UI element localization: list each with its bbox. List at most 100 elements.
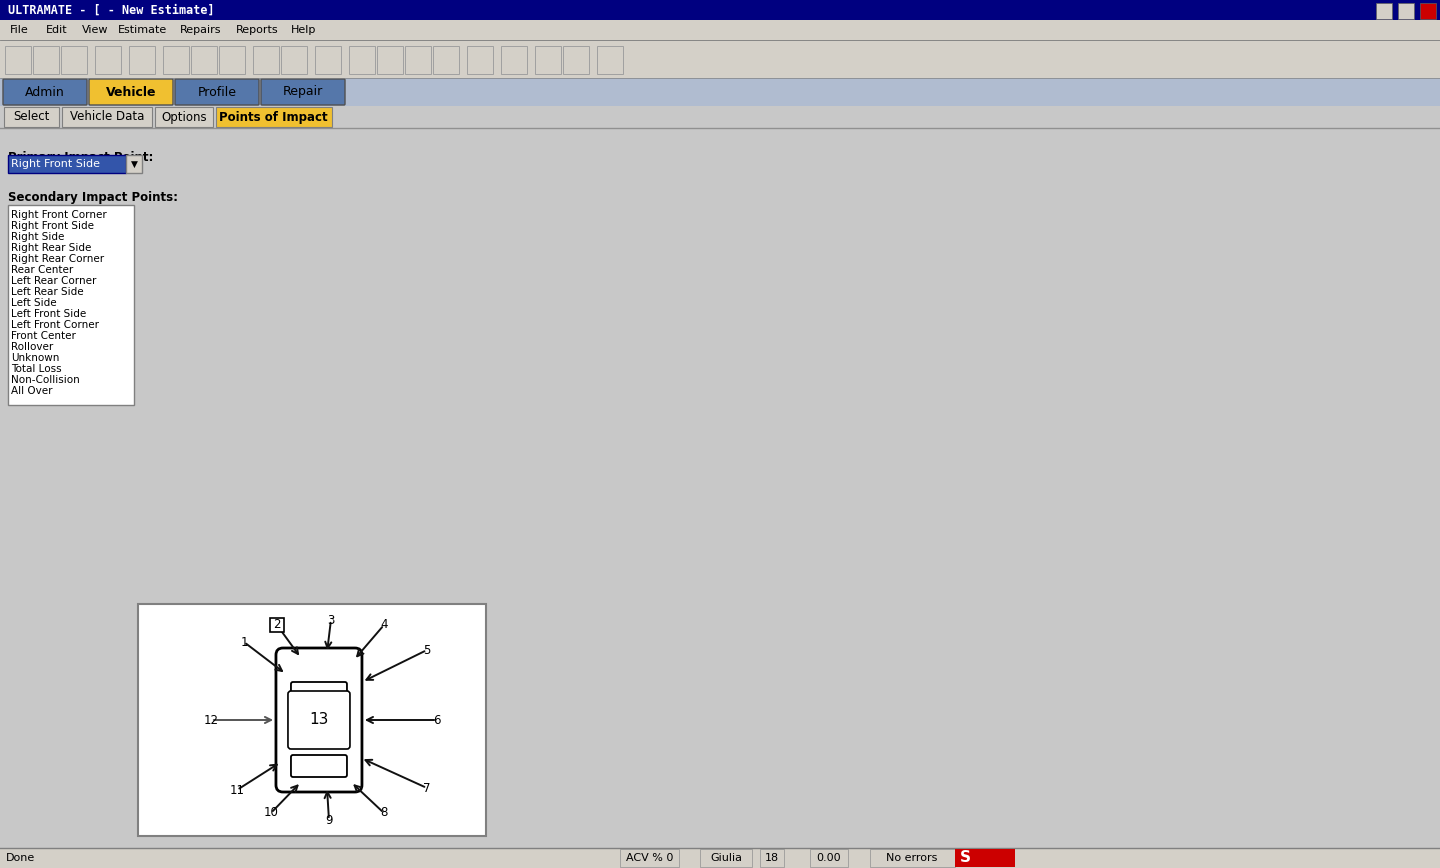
- FancyBboxPatch shape: [291, 682, 347, 706]
- Text: Unknown: Unknown: [12, 353, 59, 363]
- Bar: [281, 46, 307, 74]
- Bar: [377, 46, 403, 74]
- Text: 0.00: 0.00: [816, 853, 841, 863]
- Bar: [192, 46, 217, 74]
- Bar: [9, 155, 127, 173]
- Bar: [870, 849, 955, 867]
- Text: Right Front Corner: Right Front Corner: [12, 210, 107, 220]
- Text: Right Front Side: Right Front Side: [12, 221, 94, 231]
- FancyBboxPatch shape: [288, 691, 350, 749]
- Text: Vehicle: Vehicle: [105, 86, 157, 98]
- Text: 7: 7: [423, 781, 431, 794]
- Text: 1: 1: [240, 635, 248, 648]
- Bar: [809, 849, 848, 867]
- Bar: [62, 107, 153, 127]
- Text: Non-Collision: Non-Collision: [12, 375, 79, 385]
- Text: Left Front Corner: Left Front Corner: [12, 320, 99, 330]
- Bar: [0, 848, 1440, 868]
- Text: Left Rear Corner: Left Rear Corner: [12, 276, 96, 286]
- Text: Left Rear Side: Left Rear Side: [12, 287, 84, 297]
- Text: 4: 4: [380, 619, 387, 632]
- FancyBboxPatch shape: [261, 79, 346, 105]
- Bar: [536, 46, 562, 74]
- Text: Primary Impact Point:: Primary Impact Point:: [9, 151, 154, 164]
- Text: All Over: All Over: [12, 386, 52, 396]
- Bar: [9, 205, 134, 405]
- Text: 8: 8: [380, 806, 387, 819]
- Bar: [1420, 3, 1436, 19]
- Text: ACV % 0: ACV % 0: [626, 853, 672, 863]
- FancyBboxPatch shape: [276, 648, 361, 792]
- Text: Right Rear Corner: Right Rear Corner: [12, 254, 104, 264]
- Text: Right Front Side: Right Front Side: [12, 159, 99, 169]
- Bar: [130, 46, 156, 74]
- Bar: [598, 46, 624, 74]
- Bar: [0, 20, 1440, 40]
- Bar: [348, 46, 374, 74]
- Text: Done: Done: [6, 853, 35, 863]
- Text: Right Rear Side: Right Rear Side: [12, 243, 91, 253]
- Text: 10: 10: [264, 806, 278, 819]
- Bar: [955, 849, 1015, 867]
- Text: Reports: Reports: [236, 25, 278, 35]
- Text: View: View: [82, 25, 108, 35]
- Bar: [1398, 3, 1414, 19]
- Text: 5: 5: [423, 643, 431, 656]
- Text: ULTRAMATE - [ - New Estimate]: ULTRAMATE - [ - New Estimate]: [9, 3, 215, 16]
- Text: 11: 11: [229, 784, 245, 797]
- Bar: [163, 46, 189, 74]
- Text: Secondary Impact Points:: Secondary Impact Points:: [9, 191, 179, 204]
- Bar: [0, 128, 1440, 848]
- Text: Estimate: Estimate: [118, 25, 167, 35]
- Text: Points of Impact: Points of Impact: [219, 110, 328, 123]
- Bar: [467, 46, 492, 74]
- Text: Front Center: Front Center: [12, 331, 76, 341]
- Text: Admin: Admin: [24, 86, 65, 98]
- Text: Rollover: Rollover: [12, 342, 53, 352]
- FancyBboxPatch shape: [291, 755, 347, 777]
- Bar: [760, 849, 783, 867]
- Bar: [405, 46, 431, 74]
- Text: 9: 9: [325, 813, 333, 826]
- Text: Rear Center: Rear Center: [12, 265, 73, 275]
- Bar: [127, 155, 143, 173]
- Text: 12: 12: [203, 713, 219, 727]
- Text: Repairs: Repairs: [180, 25, 222, 35]
- Bar: [60, 46, 86, 74]
- Text: Select: Select: [13, 110, 50, 123]
- Text: Help: Help: [291, 25, 317, 35]
- Bar: [4, 107, 59, 127]
- Bar: [0, 106, 1440, 128]
- Text: 6: 6: [433, 713, 441, 727]
- Text: Giulia: Giulia: [710, 853, 742, 863]
- Text: 3: 3: [327, 614, 334, 627]
- Bar: [563, 46, 589, 74]
- Bar: [1377, 3, 1392, 19]
- Bar: [433, 46, 459, 74]
- Bar: [216, 107, 331, 127]
- Bar: [95, 46, 121, 74]
- Bar: [501, 46, 527, 74]
- Text: Left Side: Left Side: [12, 298, 56, 308]
- Text: 2: 2: [274, 619, 281, 632]
- Bar: [0, 78, 1440, 106]
- FancyBboxPatch shape: [89, 79, 173, 105]
- Bar: [0, 40, 1440, 78]
- Text: Left Front Side: Left Front Side: [12, 309, 86, 319]
- Bar: [138, 604, 487, 836]
- Text: Edit: Edit: [46, 25, 68, 35]
- Bar: [33, 46, 59, 74]
- Bar: [269, 618, 284, 632]
- Bar: [4, 46, 32, 74]
- Text: Profile: Profile: [197, 86, 236, 98]
- Text: 18: 18: [765, 853, 779, 863]
- Bar: [315, 46, 341, 74]
- Bar: [219, 46, 245, 74]
- Text: ▼: ▼: [131, 160, 137, 168]
- Text: Vehicle Data: Vehicle Data: [69, 110, 144, 123]
- Text: 13: 13: [310, 713, 328, 727]
- Text: Repair: Repair: [282, 86, 323, 98]
- Bar: [253, 46, 279, 74]
- Bar: [0, 0, 1440, 20]
- Text: File: File: [10, 25, 29, 35]
